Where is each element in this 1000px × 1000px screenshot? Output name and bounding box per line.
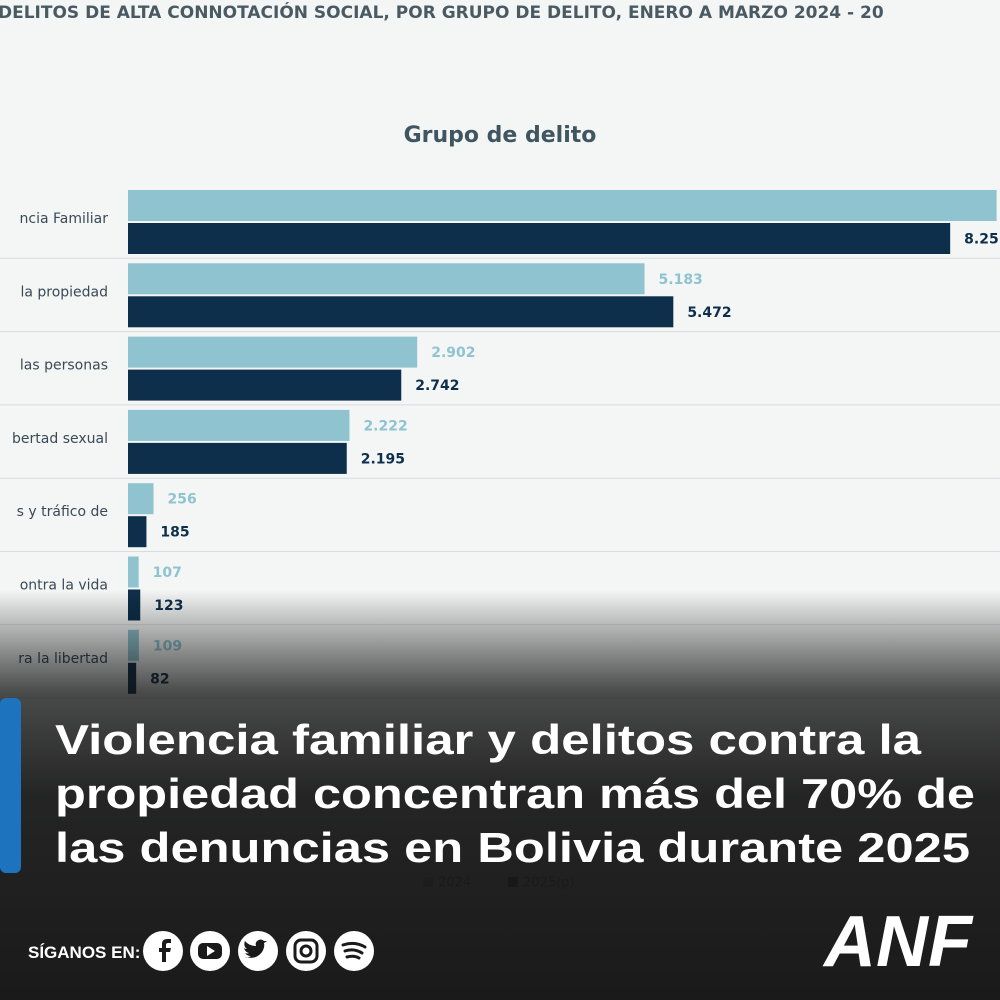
bar [128,556,139,588]
bar [128,516,147,548]
value-label: 8.25 [964,232,999,248]
value-label: 5.472 [687,305,731,321]
category-label: la propiedad [20,284,108,300]
headline-line: Violencia familiar y delitos contra la [55,716,922,763]
category-label: bertad sexual [12,431,108,447]
category-label: s y tráfico de [17,504,108,520]
accent-bar [0,698,21,873]
brand-logo[interactable]: ANF [822,902,974,982]
value-label: 2.902 [431,345,475,361]
bar [128,263,645,295]
headline-line: propiedad concentran más del 70% de [55,770,975,817]
instagram-icon[interactable] [286,931,326,971]
chart-subtitle: Grupo de delito [404,123,597,148]
chart-title: DELITOS DE ALTA CONNOTACIÓN SOCIAL, POR … [0,1,884,23]
follow-label: SÍGANOS EN: [28,943,140,962]
bar [128,190,997,221]
value-label: 256 [168,492,197,508]
category-label: ncia Familiar [20,211,109,227]
bar [128,409,350,441]
value-label: 2.222 [363,418,407,434]
value-label: 5.183 [659,272,703,288]
headline-line: las denuncias en Bolivia durante 2025 [55,824,970,871]
bar [128,369,402,401]
value-label: 2.195 [361,451,405,467]
value-label: 185 [160,525,189,541]
bar [128,483,154,515]
bar [128,223,951,254]
social-icons [143,931,374,971]
value-label: 2.742 [415,378,459,394]
category-label: ontra la vida [20,578,108,594]
category-label: las personas [20,358,108,374]
value-label: 107 [153,565,182,581]
bar [128,336,418,368]
bar [128,296,674,328]
bar [128,442,347,474]
